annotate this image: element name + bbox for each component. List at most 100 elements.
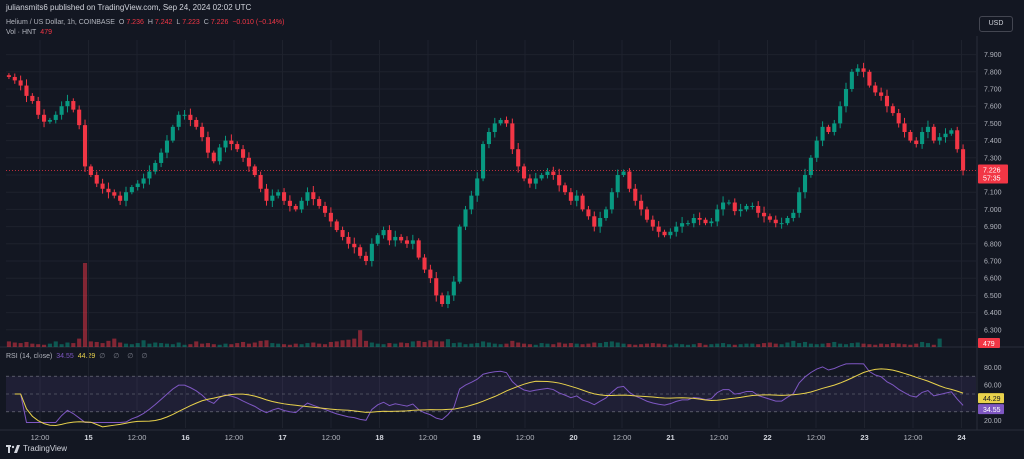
volume-bar xyxy=(715,343,720,347)
volume-bar xyxy=(522,343,527,347)
volume-bar xyxy=(88,341,93,347)
candle xyxy=(586,209,591,217)
volume-bar xyxy=(346,339,351,347)
volume-bar xyxy=(709,344,714,347)
candle xyxy=(867,71,872,86)
close-label: C xyxy=(203,19,209,26)
candle xyxy=(434,278,439,296)
candle xyxy=(451,281,456,296)
volume-bar xyxy=(141,340,146,347)
rsi-label[interactable]: RSI (14, close) xyxy=(6,353,53,360)
candle xyxy=(170,126,175,141)
candle xyxy=(6,75,11,77)
candle xyxy=(562,185,568,193)
volume-bar xyxy=(750,343,755,347)
rsi-visibility-icons[interactable]: ∅ ∅ ∅ ∅ xyxy=(99,353,151,360)
price-tick-label: 7.900 xyxy=(984,52,1002,59)
candle xyxy=(791,212,796,218)
low-label: L xyxy=(176,19,181,26)
candle xyxy=(229,140,234,145)
time-tick-label: 23 xyxy=(860,433,868,442)
candle xyxy=(551,171,556,175)
candle xyxy=(744,205,749,210)
candle xyxy=(475,178,480,196)
candle xyxy=(287,200,292,206)
time-tick-label: 12:00 xyxy=(225,433,244,442)
candle xyxy=(797,192,802,213)
price-tick-label: 6.400 xyxy=(984,310,1002,317)
volume-bar xyxy=(668,344,673,347)
candle xyxy=(662,231,667,236)
volume-bar xyxy=(334,341,339,347)
volume-label[interactable]: Vol · HNT xyxy=(6,29,37,36)
volume-bar xyxy=(399,342,404,347)
candle xyxy=(598,218,603,227)
time-tick-label: 12:00 xyxy=(613,433,632,442)
price-tick-label: 6.300 xyxy=(984,327,1002,334)
candle xyxy=(387,230,392,241)
change-value: −0.010 (−0.14%) xyxy=(232,19,285,26)
volume-bar xyxy=(246,343,251,347)
volume-bar xyxy=(510,340,515,347)
volume-bar xyxy=(123,343,129,347)
volume-bar xyxy=(580,344,585,347)
volume-bar xyxy=(685,344,690,347)
volume-bar xyxy=(393,343,398,347)
candle xyxy=(609,192,614,210)
volume-bar xyxy=(551,344,556,347)
volume-bar xyxy=(416,340,421,347)
candle xyxy=(691,218,696,224)
candle xyxy=(545,171,550,175)
time-tick-label: 12:00 xyxy=(419,433,438,442)
volume-bar xyxy=(562,343,568,347)
time-tick-label: 12:00 xyxy=(516,433,535,442)
volume-bar xyxy=(352,338,357,347)
candle xyxy=(217,147,222,162)
volume-bar xyxy=(381,344,386,347)
volume-bar xyxy=(235,343,240,347)
volume-bar xyxy=(931,344,936,347)
candle xyxy=(211,152,216,162)
candle xyxy=(71,101,76,110)
candle xyxy=(890,106,895,114)
volume-bar xyxy=(176,342,181,347)
candle xyxy=(592,216,597,227)
volume-bar xyxy=(188,344,193,347)
candle xyxy=(299,200,304,210)
candle xyxy=(141,178,146,184)
volume-bar xyxy=(615,342,620,347)
candle xyxy=(510,123,515,150)
candle xyxy=(697,218,702,220)
symbol-title[interactable]: Helium / US Dollar, 1h, COINBASE xyxy=(6,19,115,26)
volume-bar xyxy=(644,343,650,347)
volume-bar xyxy=(42,344,47,347)
candle xyxy=(440,295,445,304)
volume-bar xyxy=(545,343,550,347)
candle xyxy=(914,140,919,145)
volume-bar xyxy=(94,341,99,347)
candle xyxy=(129,187,134,193)
high-label: H xyxy=(147,19,153,26)
candle xyxy=(328,212,333,222)
volume-bar xyxy=(164,343,170,347)
volume-bar xyxy=(229,344,234,347)
candle xyxy=(18,80,23,86)
volume-bar xyxy=(920,341,925,347)
candle xyxy=(861,68,866,72)
time-tick-label: 12:00 xyxy=(904,433,923,442)
candle xyxy=(246,157,251,167)
candle xyxy=(205,137,210,153)
volume-bar xyxy=(106,340,111,347)
candle xyxy=(53,114,58,120)
price-tick-label: 7.700 xyxy=(984,87,1002,94)
currency-button[interactable]: USD xyxy=(979,16,1013,32)
volume-bar xyxy=(791,340,796,347)
volume-bar xyxy=(369,342,374,347)
volume-bar xyxy=(252,342,257,347)
candle xyxy=(422,257,427,270)
volume-bar xyxy=(533,344,538,347)
volume-bar xyxy=(767,342,772,347)
candle xyxy=(311,192,316,200)
price-badge-countdown: 57:35 xyxy=(983,176,1001,183)
